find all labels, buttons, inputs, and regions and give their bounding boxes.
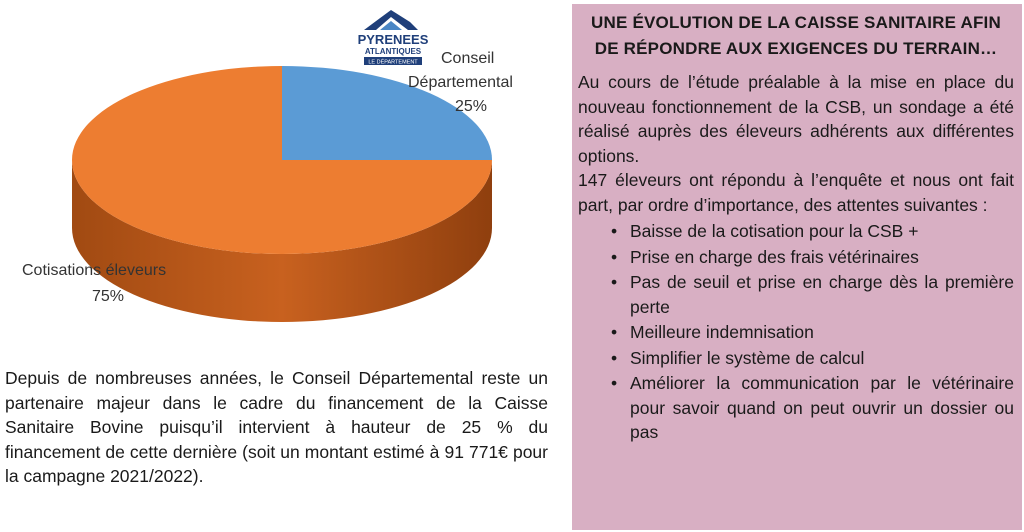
mountain-logo-icon: PYRENEES ATLANTIQUES LE DÉPARTEMENT — [358, 10, 429, 66]
logo-line3: LE DÉPARTEMENT — [368, 59, 418, 66]
label-cotisations-name: Cotisations éleveurs — [22, 262, 166, 279]
bullet-icon: • — [611, 347, 618, 368]
bullet-icon: • — [611, 272, 618, 292]
list-item-text: Meilleure indemnisation — [630, 322, 814, 342]
evolution-panel: UNE ÉVOLUTION DE LA CAISSE SANITAIRE AFI… — [572, 4, 1022, 530]
pie-slice-conseil-departemental — [282, 66, 492, 160]
expectations-list: • Baisse de la cotisation pour la CSB + •… — [578, 219, 1014, 445]
financing-paragraph: Depuis de nombreuses années, le Conseil … — [5, 368, 548, 486]
list-item: • Simplifier le système de calcul — [611, 346, 1014, 371]
label-conseil-value: 25% — [455, 98, 487, 115]
pie-side-wall — [72, 160, 492, 322]
pie-slice-cotisations-eleveurs — [72, 66, 492, 254]
list-item: • Meilleure indemnisation — [611, 320, 1014, 345]
pyrenees-atlantiques-logo: PYRENEES ATLANTIQUES LE DÉPARTEMENT — [358, 6, 429, 68]
panel-paragraph-2: 147 éleveurs ont répondu à l’enquête et … — [578, 170, 1014, 215]
bullet-icon: • — [611, 221, 618, 241]
list-item: • Améliorer la communication par le vétér… — [611, 371, 1014, 445]
panel-title: UNE ÉVOLUTION DE LA CAISSE SANITAIRE AFI… — [591, 13, 1001, 58]
bullet-icon: • — [611, 373, 618, 393]
list-item: • Baisse de la cotisation pour la CSB + — [611, 219, 1014, 244]
list-item-text: Simplifier le système de calcul — [630, 347, 865, 368]
logo-line1: PYRENEES — [358, 32, 428, 47]
bullet-icon: • — [611, 246, 618, 267]
logo-line2: ATLANTIQUES — [365, 47, 422, 56]
bullet-icon: • — [611, 322, 618, 342]
panel-paragraph-1: Au cours de l’étude préalable à la mise … — [578, 72, 1014, 166]
label-conseil-name-1: Conseil — [441, 50, 494, 67]
list-item-text: Pas de seuil et prise en charge dès la p… — [630, 272, 1014, 317]
list-item-text: Améliorer la communication par le vétéri… — [630, 373, 1014, 442]
pie-chart: Conseil Départemental 25% Cotisations él… — [22, 50, 513, 322]
list-item: • Prise en charge des frais vétérinaires — [611, 245, 1014, 270]
list-item: • Pas de seuil et prise en charge dès la … — [611, 270, 1014, 319]
list-item-text: Prise en charge des frais vétérinaires — [630, 246, 919, 267]
label-cotisations-value: 75% — [92, 288, 124, 305]
list-item-text: Baisse de la cotisation pour la CSB + — [630, 221, 919, 241]
label-conseil-name-2: Départemental — [408, 74, 513, 91]
